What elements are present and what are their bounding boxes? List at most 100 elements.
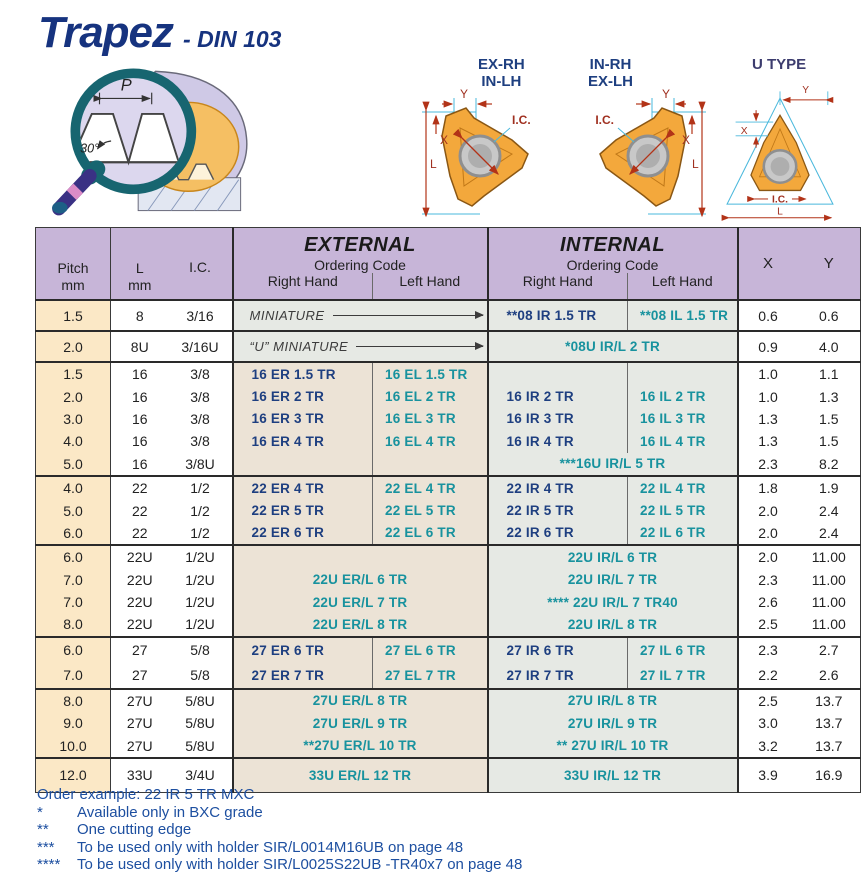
title-sub: - DIN 103 xyxy=(183,26,282,52)
int-lh-code: 22 IL 6 TR xyxy=(627,521,739,546)
int-code-span: 33U IR/L 12 TR xyxy=(487,756,739,793)
pitch-cell: 6.0 xyxy=(35,544,111,569)
y-value-cell: 13.7 xyxy=(815,737,843,754)
ext-lh-code: 16 EL 2 TR xyxy=(372,385,489,408)
pitch-cell: 12.0 xyxy=(35,756,111,793)
ext-miniature-cell: “U” MINIATURE xyxy=(232,330,489,362)
int-code-span: *08U IR/L 2 TR xyxy=(487,330,739,362)
int-code-span: 22U IR/L 7 TR xyxy=(487,568,739,591)
header-ext-left-hand: Left Hand xyxy=(372,273,489,300)
y-value-cell: 1.3 xyxy=(819,388,839,405)
y-dim-label: Y xyxy=(662,88,670,101)
x-value-cell: 0.9 xyxy=(737,330,798,362)
header-int-right-hand: Right Hand xyxy=(487,273,629,300)
ic-cell: 5/8U xyxy=(168,734,234,758)
pitch-cell: 6.0 xyxy=(35,635,111,663)
ic-cell: 5/8 xyxy=(168,635,234,663)
miniature-label: “U” MINIATURE xyxy=(249,339,349,354)
table-row: 6.0 22 1/2 22 ER 6 TR 22 EL 6 TR 22 IR 6 TR 22… xyxy=(35,521,861,546)
pitch-cell: 10.0 xyxy=(35,734,111,758)
ext-lh-code: 16 EL 3 TR xyxy=(372,407,489,431)
ext-lh-code: 22 EL 4 TR xyxy=(372,474,489,500)
y-value-cell: 11.00 xyxy=(811,616,846,633)
l-cell: 22 xyxy=(131,502,148,519)
ic-cell: 3/16 xyxy=(168,299,234,331)
l-cell: 16 xyxy=(131,433,148,450)
pitch-cell: 8.0 xyxy=(35,687,111,713)
y-value-cell: 2.6 xyxy=(819,667,839,684)
int-lh-code: 22 IL 4 TR xyxy=(627,474,739,500)
footnote-line: **** To be used only with holder SIR/L002… xyxy=(37,856,522,874)
int-code-span: 27U IR/L 9 TR xyxy=(487,712,739,735)
header-ext-right-hand: Right Hand xyxy=(232,273,373,300)
l-cell: 8U xyxy=(110,330,169,362)
l-cell: 33U xyxy=(110,756,169,793)
table-row: 7.0 22U 1/2U 22U ER/L 7 TR **** 22U IR/L 7 T… xyxy=(35,590,861,614)
int-rh-code: 22 IR 6 TR xyxy=(487,521,629,546)
y-value-cell: 11.00 xyxy=(811,594,846,611)
x-value-cell: 2.2 xyxy=(758,667,778,684)
table-row: 9.0 27U 5/8U 27U ER/L 9 TR 27U IR/L 9 TR 3.0 1… xyxy=(35,712,861,735)
y-value-cell: 4.0 xyxy=(797,330,861,362)
x-value-cell: 2.5 xyxy=(758,616,778,633)
ic-cell: 5/8U xyxy=(168,687,234,713)
x-value-cell: 1.0 xyxy=(758,388,778,405)
int-lh-code: 16 IL 4 TR xyxy=(627,430,739,453)
pitch-cell: 7.0 xyxy=(35,590,111,614)
table-row: 12.0 33U 3/4U 33U ER/L 12 TR 33U IR/L 12 TR 3… xyxy=(35,756,861,793)
l-cell: 27U xyxy=(110,687,169,713)
int-lh-code: **08 IL 1.5 TR xyxy=(627,299,739,331)
footnotes: Order example: 22 IR 5 TR MXC * Available … xyxy=(37,786,522,874)
page-title: Trapez - DIN 103 xyxy=(38,8,281,58)
int-lh-code: 27 IL 7 TR xyxy=(627,662,739,689)
ic-cell: 1/2 xyxy=(168,474,234,500)
x-value-cell: 3.9 xyxy=(737,756,798,793)
y-value-cell: 11.00 xyxy=(811,571,846,588)
int-rh-code: 22 IR 4 TR xyxy=(487,474,629,500)
header-external: EXTERNAL Ordering Code xyxy=(232,227,489,273)
footnote-text: Available only in BXC grade xyxy=(77,803,263,821)
l-cell: 22 xyxy=(131,524,148,541)
ext-blank-cell xyxy=(232,544,489,569)
header-int-left-hand: Left Hand xyxy=(627,273,739,300)
pitch-cell: 1.5 xyxy=(35,299,111,331)
ic-dim-label: I.C. xyxy=(595,113,614,127)
table-row: 10.0 27U 5/8U **27U ER/L 10 TR ** 27U IR/L 1… xyxy=(35,734,861,758)
int-rh-code: 16 IR 3 TR xyxy=(487,407,629,431)
ext-rh-code: 16 ER 3 TR xyxy=(232,407,373,431)
header-pitch: Pitch mm xyxy=(35,227,111,300)
ic-cell: 3/8 xyxy=(168,360,234,386)
x-value-cell: 2.0 xyxy=(758,524,778,541)
ext-lh-code: 22 EL 6 TR xyxy=(372,521,489,546)
table-row: 2.0 16 3/8 16 ER 2 TR 16 EL 2 TR 16 IR 2 TR 16… xyxy=(35,385,861,408)
int-rh-code: 27 IR 6 TR xyxy=(487,635,629,663)
ext-code-span: **27U ER/L 10 TR xyxy=(232,734,489,758)
header-y: Y xyxy=(797,227,861,300)
ic-cell: 3/4U xyxy=(168,756,234,793)
pitch-cell: 2.0 xyxy=(35,385,111,408)
ext-miniature-cell: MINIATURE xyxy=(232,299,489,331)
l-cell: 22U xyxy=(110,544,169,569)
pitch-cell: 4.0 xyxy=(35,430,111,453)
ext-rh-code: 16 ER 2 TR xyxy=(232,385,373,408)
ic-dim-label: I.C. xyxy=(772,194,788,205)
l-cell: 22 xyxy=(110,474,169,500)
x-value-cell: 2.0 xyxy=(737,544,798,569)
int-rh-code xyxy=(487,360,629,386)
x-value-cell: 2.3 xyxy=(758,455,778,472)
insert-left-label: EX-RH IN-LH xyxy=(478,56,525,90)
int-rh-code: 16 IR 4 TR xyxy=(487,430,629,453)
arrow-right-icon xyxy=(356,342,484,350)
ic-cell: 3/8 xyxy=(168,407,234,431)
l-cell: 27 xyxy=(110,635,169,663)
x-value-cell: 1.3 xyxy=(758,433,778,450)
table-row: 7.0 27 5/8 27 ER 7 TR 27 EL 7 TR 27 IR 7 TR 27… xyxy=(35,662,861,689)
int-rh-code: **08 IR 1.5 TR xyxy=(487,299,629,331)
int-rh-code: 27 IR 7 TR xyxy=(487,662,629,689)
x-value-cell: 2.3 xyxy=(758,571,778,588)
l-cell: 27 xyxy=(131,667,148,684)
footnote-marker: **** xyxy=(37,856,61,873)
title-main: Trapez xyxy=(38,8,174,57)
